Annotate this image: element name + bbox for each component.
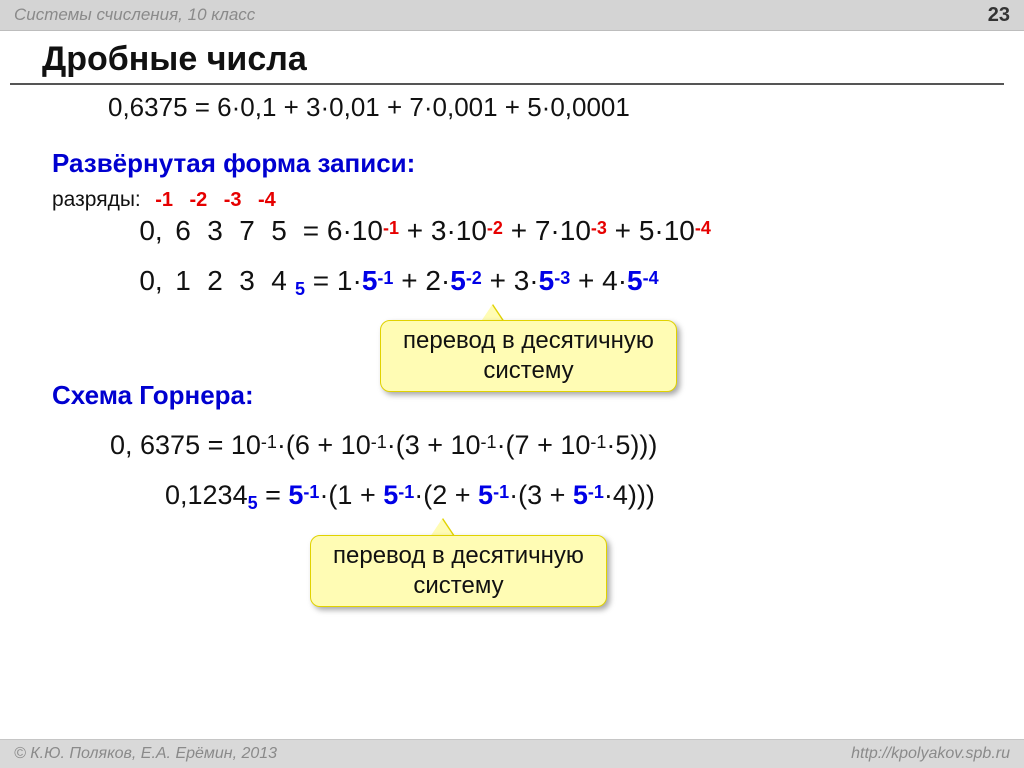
decomposition-line: 0,6375 = 6·0,1 + 3·0,01 + 7·0,001 + 5·0,… <box>108 92 630 123</box>
footer-bar: © К.Ю. Поляков, Е.А. Ерёмин, 2013 http:/… <box>0 739 1024 768</box>
slide-title: Дробные числа <box>10 30 1004 85</box>
digits-label-text: разряды: <box>52 188 141 211</box>
callout-2-l2: систему <box>413 572 503 599</box>
horner-row-1: 0, 6375 = 10-1·(6 + 10-1·(3 + 10-1·(7 + … <box>110 430 657 461</box>
digit-pos-4: -4 <box>258 189 276 211</box>
digits-row-label: разряды: -1 -2 -3 -4 <box>52 188 276 212</box>
footer-url: http://kpolyakov.spb.ru <box>851 745 1010 763</box>
expanded-row-2: 0,12345 = 1·5-1 + 2·5-2 + 3·5-3 + 4·5-4 <box>135 265 659 300</box>
authors-label: © К.Ю. Поляков, Е.А. Ерёмин, 2013 <box>14 745 277 763</box>
digit-pos-2: -2 <box>189 189 207 211</box>
expanded-form-heading: Развёрнутая форма записи: <box>52 148 415 179</box>
page-number: 23 <box>988 4 1010 27</box>
expanded-row-1: 0,6375 = 6·10-1 + 3·10-2 + 7·10-3 + 5·10… <box>135 215 711 247</box>
header-bar: Системы счисления, 10 класс 23 <box>0 0 1024 31</box>
digit-pos-3: -3 <box>224 189 242 211</box>
callout-1-l2: систему <box>483 357 573 384</box>
callout-2-l1: перевод в десятичную <box>333 542 584 569</box>
slide-content: Дробные числа 0,6375 = 6·0,1 + 3·0,01 + … <box>0 30 1024 740</box>
horner-row-2: 0,12345 = 5-1·(1 + 5-1·(2 + 5-1·(3 + 5-1… <box>165 480 655 514</box>
callout-1-l1: перевод в десятичную <box>403 327 654 354</box>
callout-2: перевод в десятичную систему <box>310 535 607 607</box>
digit-pos-1: -1 <box>155 189 173 211</box>
subject-label: Системы счисления, 10 класс <box>14 5 255 25</box>
callout-1: перевод в десятичную систему <box>380 320 677 392</box>
horner-heading: Схема Горнера: <box>52 380 254 411</box>
